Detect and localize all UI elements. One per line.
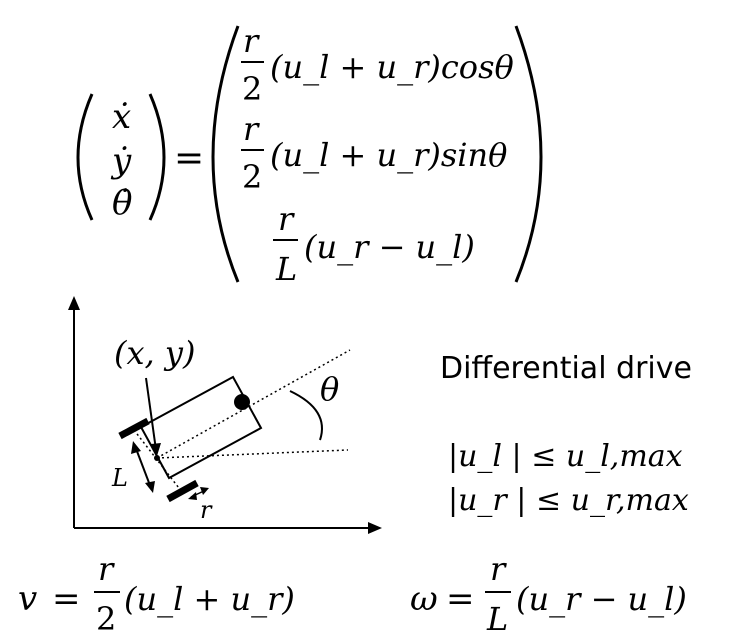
length-arrowhead-bottom: [145, 481, 155, 493]
x-dot: ẋ: [112, 97, 131, 137]
row1-coef-num: r: [243, 22, 260, 60]
y-axis-arrowhead: [68, 296, 80, 310]
radius-arrowhead-left: [188, 492, 197, 500]
rhs-right-paren: [514, 25, 543, 283]
velocity-expr: (u_l + u_r): [124, 580, 295, 618]
kinematics-equation: ẋ ẏ θ̇ = r 2 (u_l + u_r)cosθ r 2 (u_l + …: [76, 22, 543, 288]
radius-arrowhead-right: [200, 487, 209, 495]
rhs-left-paren: [211, 25, 240, 283]
reference-line: [156, 449, 349, 459]
row1-expr: (u_l + u_r)cosθ: [270, 48, 514, 86]
state-left-paren: [76, 93, 94, 221]
center-point: [154, 455, 160, 461]
constraint-right-wheel: |u_r | ≤ u_r,max: [448, 483, 689, 518]
omega-equals: =: [446, 579, 475, 619]
left-wheel: [118, 417, 150, 440]
length-label: L: [111, 464, 128, 492]
state-right-paren: [148, 93, 166, 221]
robot-body: [139, 375, 263, 480]
equation-equals: =: [174, 138, 204, 179]
velocity-equals: =: [52, 579, 81, 619]
point-pointer: [145, 377, 157, 451]
wheel-axle-line: [133, 429, 183, 493]
diagram-title: Differential drive: [440, 351, 692, 386]
constraint-left-wheel: |u_l | ≤ u_l,max: [448, 439, 683, 474]
velocity-frac-den: 2: [96, 600, 116, 637]
row2-expr: (u_l + u_r)sinθ: [270, 136, 507, 174]
theta-dot: θ̇: [112, 183, 132, 223]
x-axis-arrowhead: [368, 522, 382, 534]
row1-coef-den: 2: [242, 70, 262, 108]
length-arrowhead-top: [131, 441, 141, 454]
row3-coef-den: L: [275, 250, 297, 288]
point-pointer-head: [151, 443, 161, 456]
y-dot: ẏ: [110, 141, 132, 181]
row3-coef-num: r: [278, 200, 295, 238]
theta-label: θ: [320, 370, 339, 408]
caster-wheel: [234, 394, 250, 410]
omega-frac-den: L: [486, 600, 508, 637]
row3-expr: (u_r − u_l): [304, 228, 475, 266]
length-dimension: [134, 445, 152, 489]
row2-coef-den: 2: [242, 158, 262, 196]
velocity-equation: v = r 2 (u_l + u_r): [18, 550, 295, 637]
velocity-var: v: [18, 579, 37, 619]
right-wheel: [166, 479, 199, 503]
heading-line: [156, 349, 351, 459]
omega-frac-num: r: [490, 550, 507, 588]
omega-equation: ω = r L (u_r − u_l): [410, 550, 687, 637]
omega-expr: (u_r − u_l): [516, 580, 687, 618]
radius-label: r: [200, 496, 213, 524]
omega-var: ω: [410, 579, 438, 619]
row2-coef-num: r: [243, 110, 260, 148]
point-label: (x, y): [114, 334, 195, 372]
velocity-frac-num: r: [98, 550, 115, 588]
robot-diagram: (x, y) θ L r: [68, 296, 382, 534]
theta-arc: [289, 390, 323, 441]
